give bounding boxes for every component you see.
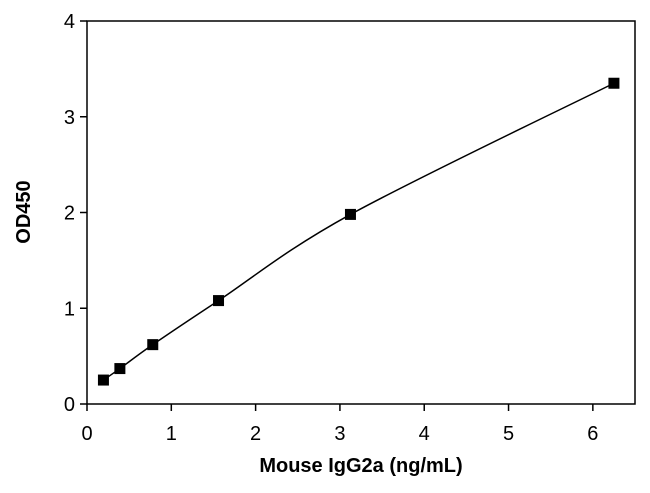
- x-tick-label: 0: [81, 423, 92, 445]
- x-axis: 0 1 2 3 4 5 6: [81, 404, 598, 445]
- y-tick-label: 1: [64, 298, 75, 320]
- x-axis-label: Mouse IgG2a (ng/mL): [259, 455, 462, 477]
- data-point: [344, 208, 356, 220]
- data-points: [97, 77, 620, 386]
- x-tick-label: 2: [250, 423, 261, 445]
- x-tick-label: 1: [166, 423, 177, 445]
- y-tick-label: 3: [64, 107, 75, 129]
- x-tick-label: 4: [419, 423, 430, 445]
- y-tick-label: 0: [64, 394, 75, 416]
- data-point: [608, 77, 620, 89]
- data-point: [97, 374, 109, 386]
- x-tick-label: 3: [334, 423, 345, 445]
- plot-frame: [86, 20, 636, 405]
- data-point: [114, 363, 126, 375]
- y-tick-label: 2: [64, 203, 75, 225]
- y-axis: 0 1 2 3 4: [64, 11, 87, 416]
- y-axis-label: OD450: [13, 180, 35, 243]
- data-point: [147, 339, 159, 351]
- y-tick-label: 4: [64, 11, 75, 33]
- data-point: [213, 295, 225, 307]
- x-tick-label: 5: [503, 423, 514, 445]
- fit-curve: [103, 82, 615, 381]
- x-tick-label: 6: [587, 423, 598, 445]
